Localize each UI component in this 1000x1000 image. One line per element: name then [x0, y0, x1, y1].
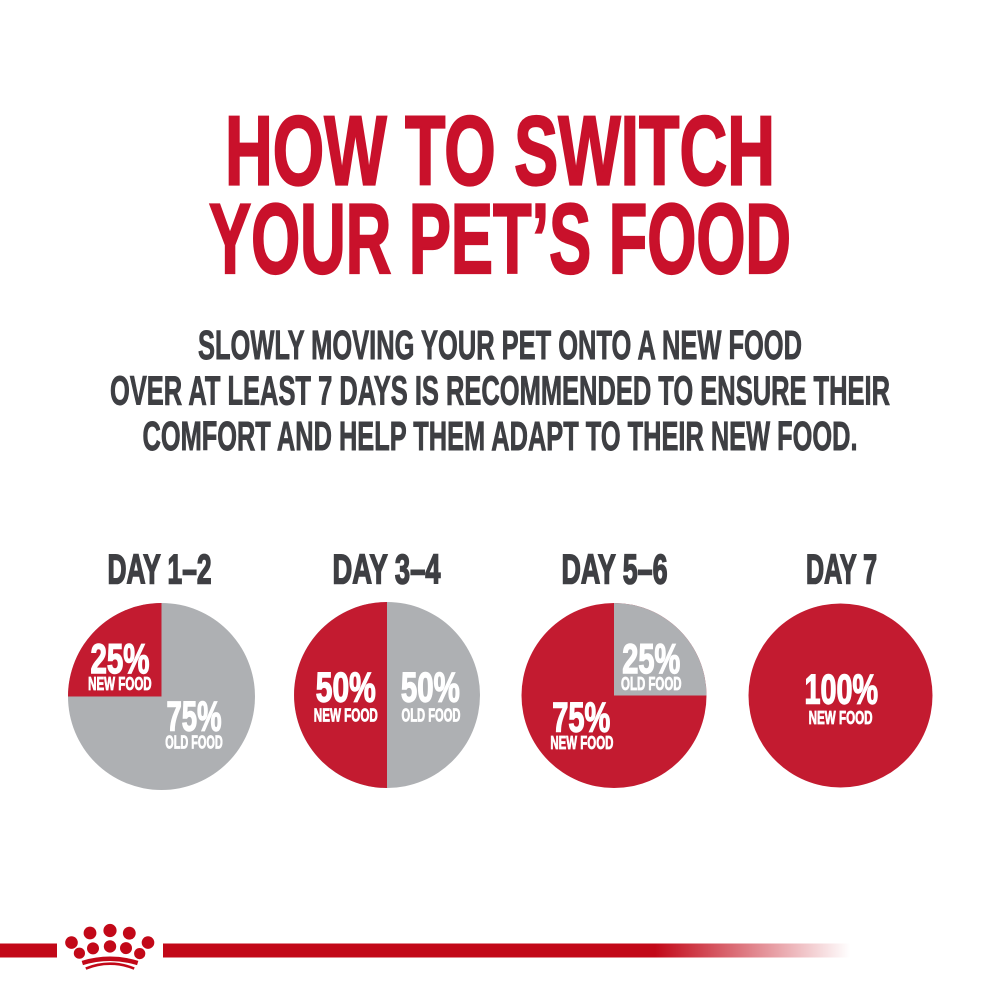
svg-text:50%: 50% — [316, 664, 376, 711]
svg-text:50%: 50% — [401, 664, 460, 711]
svg-text:OLD FOOD: OLD FOOD — [621, 674, 682, 694]
svg-text:OLD FOOD: OLD FOOD — [402, 705, 461, 725]
svg-text:NEW FOOD: NEW FOOD — [314, 705, 378, 725]
svg-text:HOW TO SWITCH: HOW TO SWITCH — [225, 96, 775, 206]
svg-text:SLOWLY MOVING YOUR PET ONTO A: SLOWLY MOVING YOUR PET ONTO A NEW FOOD — [198, 322, 802, 368]
svg-text:OLD FOOD: OLD FOOD — [165, 732, 223, 752]
svg-text:75%: 75% — [167, 693, 222, 740]
svg-text:NEW FOOD: NEW FOOD — [88, 674, 152, 694]
svg-text:25%: 25% — [622, 635, 680, 682]
svg-text:DAY 1–2: DAY 1–2 — [108, 546, 212, 593]
svg-text:OVER AT LEAST 7 DAYS IS RECOMM: OVER AT LEAST 7 DAYS IS RECOMMENDED TO E… — [110, 368, 890, 414]
svg-text:100%: 100% — [805, 666, 879, 713]
svg-text:75%: 75% — [552, 693, 610, 740]
svg-text:NEW FOOD: NEW FOOD — [809, 708, 873, 728]
svg-text:DAY 5–6: DAY 5–6 — [562, 546, 668, 593]
svg-text:DAY 7: DAY 7 — [806, 546, 877, 593]
svg-text:DAY 3–4: DAY 3–4 — [333, 546, 441, 593]
svg-text:COMFORT AND HELP THEM ADAPT TO: COMFORT AND HELP THEM ADAPT TO THEIR NEW… — [143, 413, 858, 459]
svg-text:25%: 25% — [91, 635, 150, 682]
svg-text:NEW FOOD: NEW FOOD — [550, 733, 613, 753]
svg-text:YOUR PET’S FOOD: YOUR PET’S FOOD — [209, 184, 791, 295]
